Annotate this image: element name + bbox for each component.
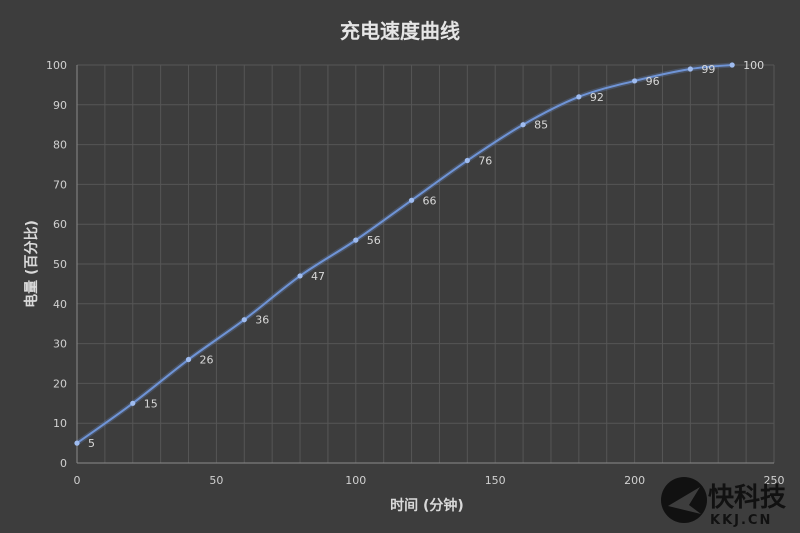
axes [76, 65, 774, 464]
y-tick-label: 30 [53, 338, 67, 351]
data-point [576, 94, 582, 100]
gridlines [76, 64, 775, 464]
x-tick-label: 100 [345, 474, 366, 487]
data-label: 47 [311, 270, 325, 283]
y-tick-label: 0 [60, 457, 67, 470]
data-point [297, 273, 303, 279]
series-line-glow [75, 62, 733, 446]
data-label: 36 [255, 314, 269, 327]
x-axis-title: 时间 (分钟) [390, 497, 464, 514]
data-label: 26 [200, 354, 214, 367]
data-point [520, 122, 526, 128]
y-tick-label: 10 [53, 417, 67, 430]
y-tick-labels: 0 10 20 30 40 50 60 70 80 90 100 [46, 59, 67, 470]
data-point [408, 197, 415, 203]
data-label: 99 [701, 63, 715, 76]
watermark-logo-icon [661, 477, 707, 523]
y-tick-label: 50 [53, 258, 67, 271]
x-tick-label: 50 [209, 474, 223, 487]
data-point [241, 317, 247, 323]
data-point [74, 440, 80, 446]
data-points [74, 62, 735, 446]
x-tick-labels: 0 50 100 150 200 250 [74, 474, 785, 487]
data-point [464, 157, 470, 164]
data-label: 15 [144, 397, 158, 410]
series-line [75, 62, 733, 446]
series-line-path [76, 64, 733, 444]
data-label: 66 [423, 194, 437, 207]
y-tick-label: 40 [53, 298, 67, 311]
data-labels: 5 15 26 36 47 56 66 76 85 92 96 99 100 [88, 59, 764, 450]
data-point [632, 78, 638, 84]
data-point [729, 62, 735, 68]
y-axis-title: 电量 (百分比) [23, 220, 40, 308]
y-tick-label: 90 [53, 99, 67, 112]
data-label: 96 [646, 75, 660, 88]
x-tick-label: 0 [74, 474, 81, 487]
y-tick-label: 100 [46, 59, 67, 72]
data-point [130, 400, 136, 406]
data-label: 76 [478, 155, 492, 168]
data-point [185, 356, 192, 363]
y-tick-label: 80 [53, 139, 67, 152]
watermark-sub: KKJ.CN [710, 513, 772, 528]
data-label: 5 [88, 437, 95, 450]
data-label: 92 [590, 91, 604, 104]
x-tick-label: 250 [764, 474, 785, 487]
y-tick-label: 60 [53, 218, 67, 231]
data-label: 100 [743, 59, 764, 72]
x-tick-label: 150 [485, 474, 506, 487]
data-point [687, 66, 693, 72]
data-label: 85 [534, 119, 548, 132]
chart-title: 充电速度曲线 [340, 19, 460, 43]
y-tick-label: 70 [53, 178, 67, 191]
watermark-text: 快科技 [708, 483, 786, 513]
x-tick-label: 200 [624, 474, 645, 487]
y-tick-label: 20 [53, 377, 67, 390]
data-label: 56 [367, 234, 381, 247]
watermark: 快科技 KKJ.CN [661, 477, 786, 528]
data-point [353, 237, 359, 243]
